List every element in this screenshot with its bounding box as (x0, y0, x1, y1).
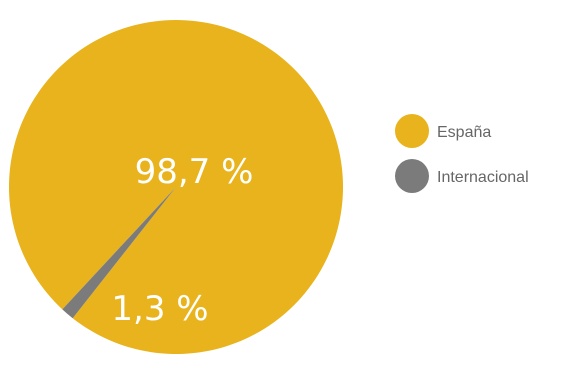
chart-legend: España Internacional (395, 114, 529, 193)
data-label-espana: 98,7 % (135, 152, 254, 192)
legend-swatch-espana (395, 114, 429, 148)
data-label-internacional: 1,3 % (111, 289, 208, 329)
legend-label-espana: España (437, 124, 491, 141)
pie-slice-espana (9, 20, 344, 355)
pie-slice-labels: 98,7 % 1,3 % (111, 152, 253, 329)
pie-slices (9, 20, 344, 355)
pie-slice-internacional (62, 187, 177, 319)
legend-label-internacional: Internacional (437, 169, 529, 186)
legend-swatch-internacional (395, 159, 429, 193)
